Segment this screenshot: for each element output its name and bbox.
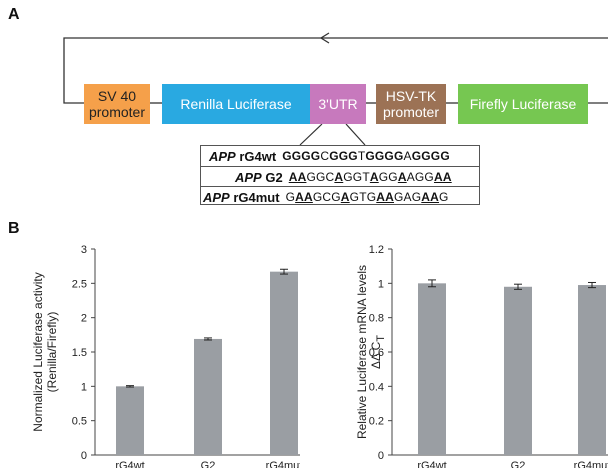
y-tick-label: 0 bbox=[81, 450, 87, 462]
y-axis-label: Relative Luciferase mRNA levels ΔΔ CT bbox=[355, 265, 387, 439]
y-axis-label-line2: (Renilla/Firefly) bbox=[45, 312, 59, 393]
hsvtk-promoter-box: HSV-TK promoter bbox=[376, 84, 446, 124]
renilla-luciferase-box: Renilla Luciferase bbox=[162, 84, 310, 124]
category-label: G2 bbox=[201, 460, 216, 468]
y-axis-label-line1: Relative Luciferase mRNA levels bbox=[355, 265, 369, 439]
firefly-luciferase-box: Firefly Luciferase bbox=[458, 84, 588, 124]
y-axis-label-line1: Normalized Luciferase activity bbox=[31, 272, 45, 431]
plasmid-backbone-line bbox=[63, 37, 608, 104]
sv40-promoter-box: SV 40 promoter bbox=[84, 84, 150, 124]
gene-name: APP bbox=[203, 189, 230, 205]
y-tick-label: 2.5 bbox=[72, 278, 87, 290]
y-tick-label: 0.8 bbox=[369, 313, 384, 325]
sequence-text: GGGGCGGGTGGGGAGGGG bbox=[282, 149, 450, 163]
gene-name: APP bbox=[209, 148, 236, 164]
firefly-label: Firefly Luciferase bbox=[469, 96, 577, 112]
bar bbox=[578, 285, 606, 455]
y-axis-label-subscript: T bbox=[375, 335, 387, 342]
sequence-row: APP G2 AAGGCAGGTAGGAAGGAA bbox=[201, 166, 479, 187]
y-axis-label-line2: ΔΔ CT bbox=[369, 335, 387, 369]
sequence-table: APP rG4wt GGGGCGGGTGGGGAGGGG APP G2 AAGG… bbox=[200, 145, 480, 205]
bar bbox=[504, 286, 532, 455]
category-label: rG4mut bbox=[574, 460, 608, 468]
y-tick-label: 3 bbox=[81, 244, 87, 256]
hsvtk-label-2: promoter bbox=[382, 104, 440, 120]
category-label: rG4wt bbox=[115, 460, 144, 468]
gene-name: APP bbox=[235, 169, 262, 185]
bar bbox=[194, 338, 222, 455]
direction-arrow-icon bbox=[319, 32, 330, 44]
category-label: rG4mut bbox=[266, 460, 300, 468]
variant-name: G2 bbox=[261, 169, 283, 185]
sv40-label-1: SV 40 bbox=[97, 88, 137, 104]
sequence-text: AAGGCAGGTAGGAAGGAA bbox=[288, 170, 452, 184]
category-label: rG4wt bbox=[417, 460, 446, 468]
y-tick-label: 2 bbox=[81, 313, 87, 325]
y-tick-label: 0.6 bbox=[369, 347, 384, 359]
variant-name: rG4wt bbox=[235, 148, 277, 164]
y-tick-label: 1.2 bbox=[369, 244, 384, 256]
sequence-row: APP rG4mut GAAGCGAGTGAAGAGAAG bbox=[201, 186, 479, 207]
zoom-line-right bbox=[345, 123, 366, 146]
luciferase-activity-chart: 0 0.5 1 1.5 2 2.5 3 rG4wt G2 rG4mut Normalized Luc… bbox=[31, 244, 300, 468]
y-tick-label: 1 bbox=[81, 381, 87, 393]
y-tick-label: 0.5 bbox=[72, 416, 87, 428]
y-tick-label: 0 bbox=[378, 450, 384, 462]
y-tick-label: 0.4 bbox=[369, 381, 384, 393]
sequence-text: GAAGCGAGTGAAGAGAAG bbox=[285, 190, 449, 204]
bar bbox=[270, 271, 298, 455]
sv40-label-2: promoter bbox=[88, 104, 146, 120]
panel-label-a: A bbox=[8, 6, 20, 23]
y-tick-label: 1 bbox=[378, 278, 384, 290]
panel-label-b: B bbox=[8, 220, 20, 237]
bar bbox=[116, 386, 144, 455]
utr-box: 3'UTR bbox=[310, 84, 366, 124]
construct-lines bbox=[63, 32, 608, 146]
zoom-line-left bbox=[299, 123, 323, 146]
variant-name: rG4mut bbox=[229, 189, 280, 205]
sequence-row: APP rG4wt GGGGCGGGTGGGGAGGGG bbox=[201, 146, 479, 166]
renilla-label: Renilla Luciferase bbox=[180, 96, 292, 112]
y-axis-label: Normalized Luciferase activity (Renilla/F… bbox=[31, 272, 59, 431]
utr-label: 3'UTR bbox=[318, 96, 358, 112]
mrna-levels-chart: 0 0.2 0.4 0.6 0.8 1 1.2 rG4wt G2 rG4mut Relative L… bbox=[355, 244, 608, 468]
bar bbox=[418, 283, 446, 455]
hsvtk-label-1: HSV-TK bbox=[385, 88, 437, 104]
y-tick-label: 0.2 bbox=[369, 416, 384, 428]
y-tick-label: 1.5 bbox=[72, 347, 87, 359]
category-label: G2 bbox=[511, 460, 526, 468]
